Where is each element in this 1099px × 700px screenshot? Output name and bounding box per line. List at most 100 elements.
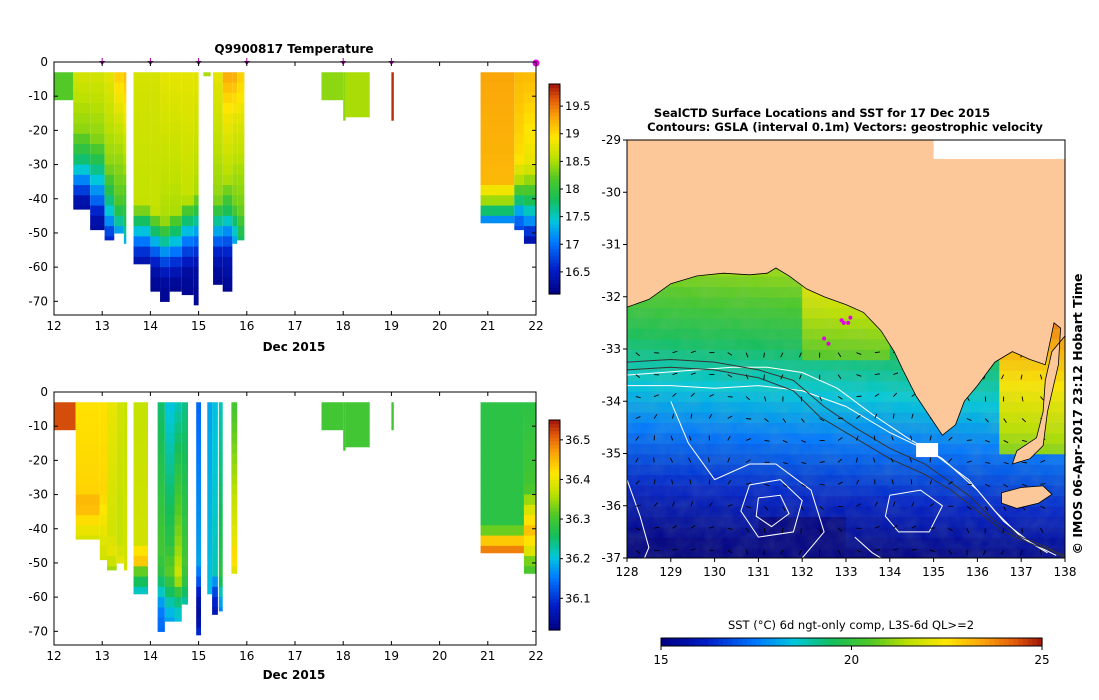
profile-cell xyxy=(222,174,233,186)
colorbar-tick-label: 17 xyxy=(565,237,580,251)
profile-cell xyxy=(345,72,370,84)
profile-cell xyxy=(150,164,161,176)
velocity-vector xyxy=(892,392,898,397)
profile-cell xyxy=(123,154,127,166)
velocity-vector xyxy=(672,548,678,551)
profile-cell xyxy=(75,412,100,424)
colorbar-swatch xyxy=(549,266,560,271)
profile-cell xyxy=(99,494,108,506)
sst-colorbar-swatch xyxy=(880,638,886,646)
velocity-vector xyxy=(727,396,733,398)
profile-cell xyxy=(150,267,161,278)
profile-cell xyxy=(523,443,536,455)
sst-colorbar-tick-label: 20 xyxy=(844,653,859,667)
colorbar-swatch xyxy=(549,567,560,572)
colorbar-swatch xyxy=(549,241,560,246)
profile-cell xyxy=(107,453,117,465)
sst-colorbar-swatch xyxy=(1022,638,1029,646)
velocity-vector xyxy=(856,479,860,485)
colorbar-swatch xyxy=(549,542,560,547)
salinity-axes: 12 13 14 15 16 17 18 19 20 21 22 0 -10 -20 -30 -40 -50 -6… xyxy=(28,385,543,663)
profile-cell xyxy=(99,433,108,444)
profile-cell xyxy=(193,113,199,125)
sst-colorbar-swatch xyxy=(1032,638,1038,646)
sealctd-location xyxy=(839,318,844,323)
profile-cell xyxy=(114,205,124,217)
profile-cell xyxy=(169,174,182,186)
sst-colorbar-swatch xyxy=(908,638,915,646)
velocity-vector xyxy=(893,548,899,551)
profile-cell xyxy=(213,195,223,207)
profile-cell xyxy=(181,525,188,537)
land-mask xyxy=(627,140,1065,509)
profile-cell xyxy=(123,133,127,145)
profile-cell xyxy=(237,133,245,145)
colorbar-swatch xyxy=(549,101,560,106)
colorbar-swatch xyxy=(549,98,560,103)
sst-colorbar-swatch xyxy=(832,638,838,646)
temperature-cells xyxy=(54,72,536,306)
profile-cell xyxy=(133,443,148,455)
profile-cell xyxy=(73,92,91,104)
sst-colorbar-swatch xyxy=(1037,638,1043,646)
profile-cell xyxy=(391,92,394,104)
profile-cell xyxy=(514,205,524,217)
profile-cell xyxy=(345,433,370,444)
profile-cell xyxy=(391,402,394,414)
profile-cell xyxy=(480,535,524,547)
colorbar-swatch xyxy=(549,623,560,628)
profile-cell xyxy=(222,287,233,292)
velocity-vector xyxy=(856,549,862,553)
profile-cell xyxy=(160,236,170,248)
velocity-vector xyxy=(671,479,673,485)
velocity-vector xyxy=(1003,483,1009,488)
profile-cell xyxy=(99,515,108,526)
profile-cell xyxy=(207,576,213,588)
profile-cell xyxy=(231,566,238,574)
profile-cell xyxy=(480,154,515,166)
velocity-vector xyxy=(982,549,986,555)
profile-cell xyxy=(231,545,238,557)
colorbar-tick-label: 18.5 xyxy=(565,154,591,168)
x-tick-label: 12 xyxy=(46,319,61,333)
colorbar-swatch xyxy=(549,133,560,138)
y-tick-label: -50 xyxy=(28,556,48,570)
profile-cell xyxy=(523,103,536,114)
profile-cell xyxy=(213,236,223,248)
profile-cell xyxy=(181,103,194,114)
profile-cell xyxy=(174,422,182,434)
profile-cell xyxy=(181,123,194,135)
sst-colorbar-swatch xyxy=(1027,638,1034,646)
profile-cell xyxy=(231,443,238,455)
profile-cell xyxy=(196,484,202,496)
velocity-vector xyxy=(929,502,935,507)
profile-cell xyxy=(480,402,524,414)
profile-cell xyxy=(160,123,170,135)
profile-cell xyxy=(218,556,223,567)
profile-cell xyxy=(160,215,170,227)
profile-cell xyxy=(514,154,524,166)
colorbar-swatch xyxy=(549,535,560,540)
profile-cell xyxy=(523,556,536,567)
profile-cell xyxy=(123,412,128,424)
profile-cell xyxy=(164,474,175,485)
colorbar-swatch xyxy=(549,136,560,141)
profile-cell xyxy=(193,185,199,196)
profile-cell xyxy=(104,174,115,186)
sst-colorbar-swatch xyxy=(946,638,953,646)
velocity-vector xyxy=(1040,483,1046,485)
profile-cell xyxy=(104,215,115,227)
velocity-vector xyxy=(798,549,802,555)
y-tick-label: -10 xyxy=(28,89,48,103)
velocity-vector xyxy=(746,505,752,509)
profile-cell xyxy=(193,123,199,135)
profile-cell xyxy=(345,422,370,434)
map-y-tick-label: -30 xyxy=(601,185,621,199)
profile-cell xyxy=(169,103,182,114)
profile-cell xyxy=(196,545,202,557)
velocity-vector xyxy=(635,527,641,531)
y-tick-label: -40 xyxy=(28,522,48,536)
sst-colorbar-swatch xyxy=(770,638,776,646)
profile-cell xyxy=(133,164,151,176)
profile-cell xyxy=(174,443,182,455)
